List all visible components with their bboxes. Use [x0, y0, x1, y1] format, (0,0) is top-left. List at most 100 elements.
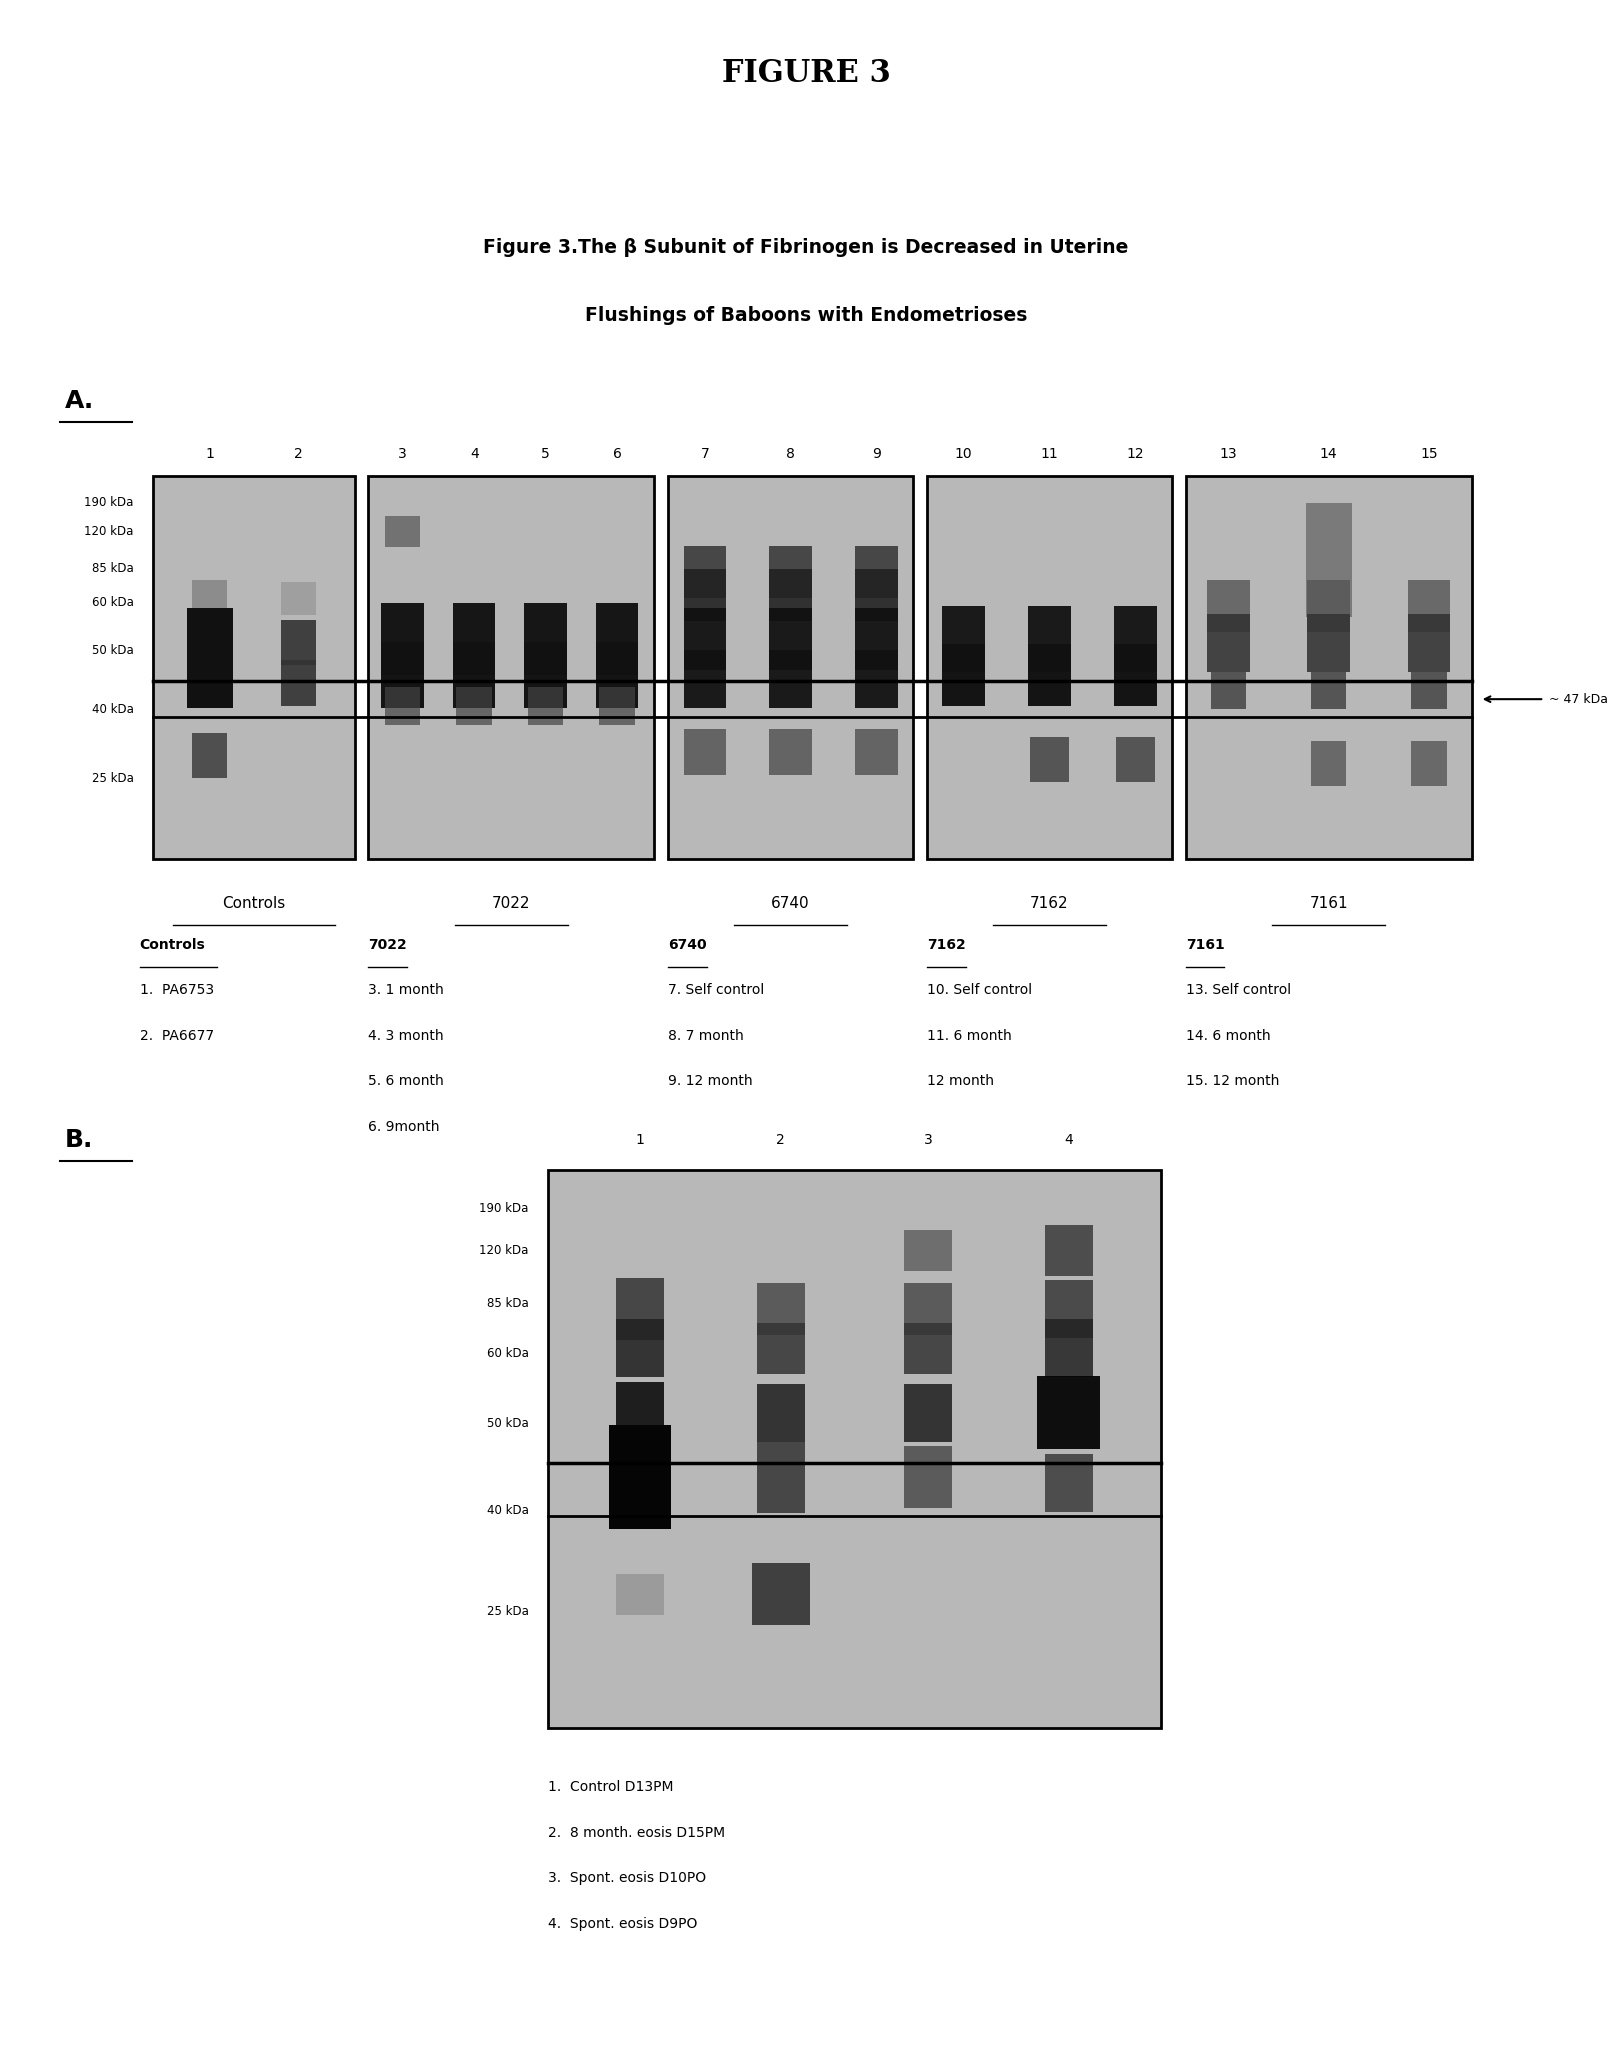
Text: 4.  Spont. eosis D9PO: 4. Spont. eosis D9PO [548, 1917, 698, 1931]
Text: 14. 6 month: 14. 6 month [1186, 1029, 1270, 1043]
Bar [683, 729, 725, 774]
Bar [769, 650, 812, 708]
Text: 4: 4 [1064, 1132, 1074, 1147]
Text: 190 kDa: 190 kDa [84, 497, 134, 509]
Text: 5. 6 month: 5. 6 month [369, 1074, 445, 1089]
Bar [453, 602, 495, 675]
Text: 10: 10 [954, 447, 972, 462]
Bar [683, 546, 725, 598]
Bar [596, 642, 638, 708]
Bar [369, 476, 654, 859]
Text: 7161: 7161 [1186, 938, 1225, 952]
Bar [596, 602, 638, 675]
Text: Figure 3.The β Subunit of Fibrinogen is Decreased in Uterine: Figure 3.The β Subunit of Fibrinogen is … [484, 238, 1128, 257]
Text: 3: 3 [924, 1132, 932, 1147]
Text: 12 month: 12 month [927, 1074, 995, 1089]
Text: 4. 3 month: 4. 3 month [369, 1029, 443, 1043]
Bar [280, 660, 316, 706]
Text: 2.  PA6677: 2. PA6677 [140, 1029, 214, 1043]
Bar [854, 650, 898, 708]
Text: FIGURE 3: FIGURE 3 [722, 58, 890, 89]
Text: 85 kDa: 85 kDa [487, 1298, 529, 1310]
Bar [280, 619, 316, 664]
Bar [280, 582, 316, 615]
Bar [1030, 737, 1069, 782]
Text: 50 kDa: 50 kDa [92, 644, 134, 656]
Bar [1307, 613, 1349, 671]
Bar [1307, 580, 1349, 631]
Text: 1.  Control D13PM: 1. Control D13PM [548, 1780, 674, 1795]
Text: 25 kDa: 25 kDa [92, 772, 134, 785]
Bar [1114, 607, 1156, 673]
Bar [756, 1441, 804, 1513]
Bar [854, 729, 898, 774]
Text: 190 kDa: 190 kDa [479, 1203, 529, 1215]
Text: 2: 2 [293, 447, 303, 462]
Bar [453, 642, 495, 708]
Bar [756, 1383, 804, 1441]
Bar [1186, 476, 1472, 859]
Text: 7022: 7022 [492, 896, 530, 911]
Bar [153, 476, 355, 859]
Text: 7161: 7161 [1309, 896, 1348, 911]
Text: 14: 14 [1320, 447, 1338, 462]
Bar [854, 569, 898, 621]
Text: 9. 12 month: 9. 12 month [667, 1074, 753, 1089]
Text: 8: 8 [787, 447, 795, 462]
Text: 6: 6 [613, 447, 622, 462]
Bar [769, 546, 812, 598]
Text: 13: 13 [1220, 447, 1238, 462]
Text: 120 kDa: 120 kDa [84, 526, 134, 538]
Text: 7162: 7162 [927, 938, 966, 952]
Text: 15: 15 [1420, 447, 1438, 462]
Text: 12: 12 [1127, 447, 1145, 462]
Text: 11: 11 [1041, 447, 1059, 462]
Text: 40 kDa: 40 kDa [487, 1505, 529, 1517]
Text: 1: 1 [205, 447, 214, 462]
Bar [616, 1381, 664, 1443]
Text: Flushings of Baboons with Endometrioses: Flushings of Baboons with Endometrioses [585, 306, 1027, 325]
Text: 50 kDa: 50 kDa [487, 1418, 529, 1430]
Text: 3: 3 [398, 447, 408, 462]
Bar [1045, 1279, 1093, 1337]
Text: 60 kDa: 60 kDa [92, 596, 134, 609]
Text: 11. 6 month: 11. 6 month [927, 1029, 1012, 1043]
Text: ~ 47 kDa: ~ 47 kDa [1549, 693, 1609, 706]
Bar [382, 602, 424, 675]
Text: 10. Self control: 10. Self control [927, 983, 1032, 998]
Bar [683, 650, 725, 708]
Bar [751, 1563, 809, 1625]
Bar [904, 1230, 953, 1271]
Text: 7. Self control: 7. Self control [667, 983, 764, 998]
Text: 120 kDa: 120 kDa [479, 1244, 529, 1256]
Bar [192, 733, 227, 778]
Bar [769, 729, 812, 774]
Text: 2.  8 month. eosis D15PM: 2. 8 month. eosis D15PM [548, 1826, 725, 1840]
Bar [1045, 1453, 1093, 1511]
Bar [524, 602, 567, 675]
Text: 9: 9 [872, 447, 880, 462]
Text: 15. 12 month: 15. 12 month [1186, 1074, 1278, 1089]
Bar [1407, 613, 1451, 671]
Bar [854, 546, 898, 598]
Text: 6740: 6740 [771, 896, 809, 911]
Bar [756, 1323, 804, 1374]
Bar [683, 609, 725, 671]
Bar [529, 687, 564, 724]
Text: 85 kDa: 85 kDa [92, 561, 134, 575]
Bar [192, 580, 227, 617]
Text: 3. 1 month: 3. 1 month [369, 983, 445, 998]
Bar [854, 609, 898, 671]
Bar [524, 642, 567, 708]
Bar [904, 1283, 953, 1335]
Bar [904, 1323, 953, 1374]
Text: 5: 5 [542, 447, 550, 462]
Text: 7: 7 [701, 447, 709, 462]
Text: 6. 9month: 6. 9month [369, 1120, 440, 1134]
Text: 3.  Spont. eosis D10PO: 3. Spont. eosis D10PO [548, 1871, 706, 1886]
Bar [927, 476, 1172, 859]
Bar [187, 650, 232, 708]
Bar [769, 569, 812, 621]
Bar [385, 515, 421, 546]
Bar [616, 1573, 664, 1615]
